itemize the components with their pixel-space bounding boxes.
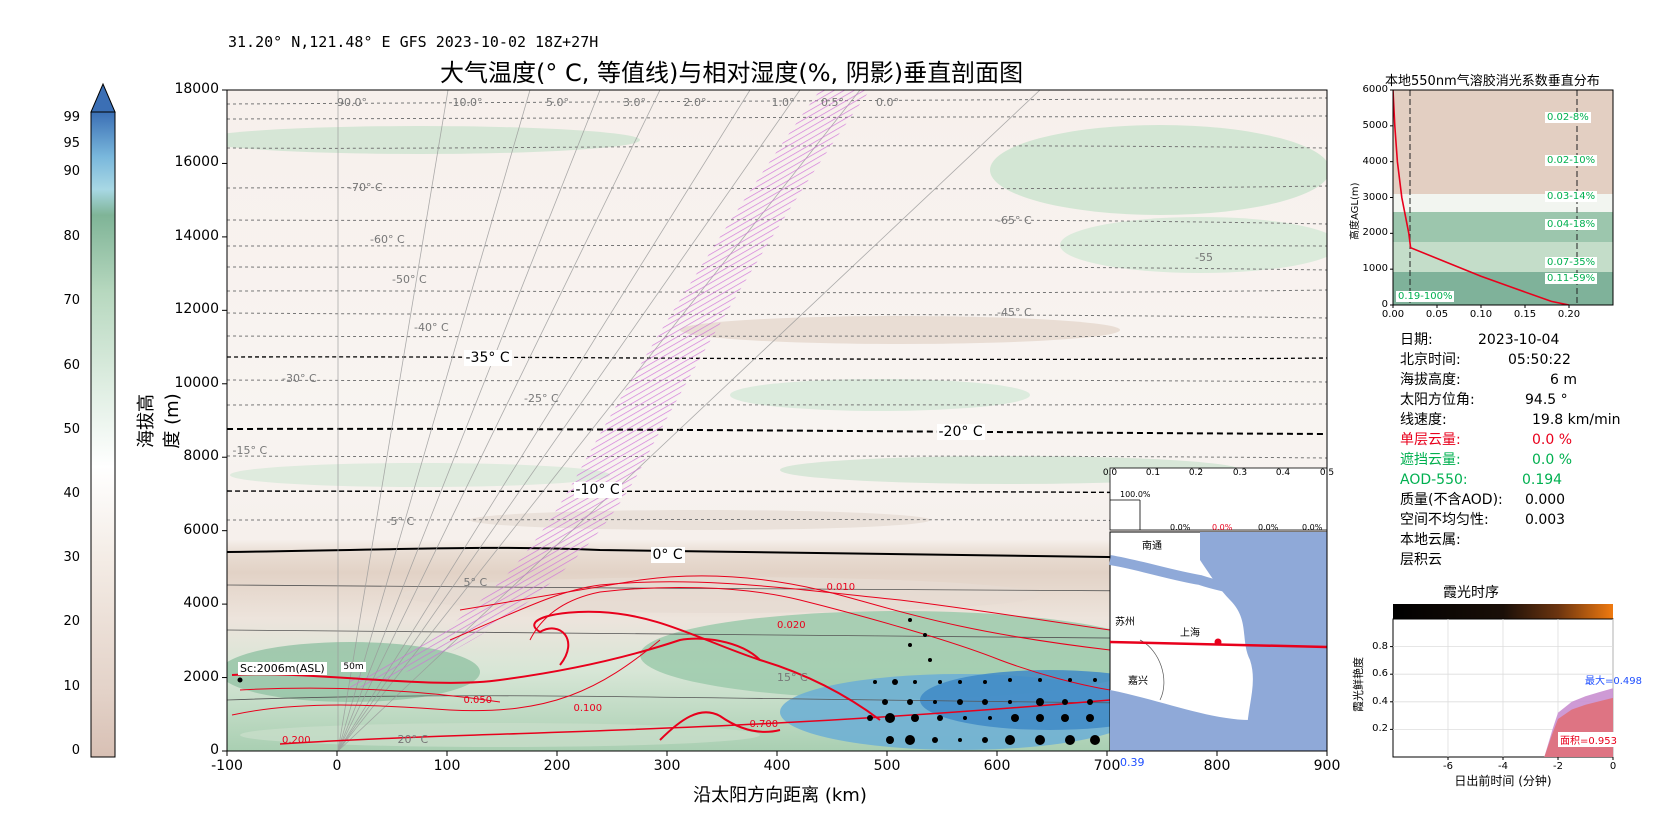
colorbar-tick-label: 20 [63,614,80,629]
colorbar-tick-label: 80 [63,229,80,244]
info-spatial-heterogeneity: 空间不均匀性: 0.003 [1400,512,1566,528]
colorbar-tick-label: 10 [63,679,80,694]
aerosol-chart-title: 本地550nm气溶胶消光系数垂直分布 [1385,74,1600,89]
colorbar-tick-label: 50 [63,422,80,437]
colorbar-tick-label: 60 [63,358,80,373]
chart-meta-header: 31.20° N,121.48° E GFS 2023-10-02 18Z+27… [228,33,599,51]
info-altitude: 海拔高度: 6 m [1400,372,1577,388]
main-chart-title: 大气温度(° C, 等值线)与相对湿度(%, 阴影)垂直剖面图 [440,59,1024,87]
colorbar-tick-label: 70 [63,293,80,308]
info-sun-azimuth: 太阳方位角: 94.5 ° [1400,392,1568,408]
info-date: 日期: 2023-10-04 [1400,332,1560,348]
info-panel: 日期: 2023-10-04 北京时间: 05:50:22 海拔高度: 6 m 太阳方… [1400,330,1620,570]
info-mass: 质量(不含AOD): 0.000 [1400,492,1566,508]
colorbar-tick-label: 90 [63,164,80,179]
info-local-cloud-genus: 本地云属: [1400,532,1461,548]
info-aod-550: AOD-550: 0.194 [1400,472,1563,488]
info-beijing-time: 北京时间: 05:50:22 [1400,352,1571,368]
extinction-profile-line [1393,90,1570,305]
info-blocking-cloud: 遮挡云量: 0.0 % [1400,452,1573,468]
info-cloud-type: 层积云 [1400,552,1442,568]
humidity-colorbar [90,82,116,758]
colorbar-tick-label: 40 [63,486,80,501]
x-axis-label: 沿太阳方向距离 (km) [693,785,867,806]
twilight-chart-title: 霞光时序 [1443,585,1499,601]
colorbar-tick-label: 0 [71,743,80,758]
info-line-speed: 线速度: 19.8 km/min [1400,412,1621,428]
colorbar-tick-label: 30 [63,550,80,565]
info-single-cloud: 单层云量: 0.0 % [1400,432,1573,448]
colorbar-tick-label: 99 [63,110,80,125]
colorbar-tick-label: 95 [63,136,80,151]
